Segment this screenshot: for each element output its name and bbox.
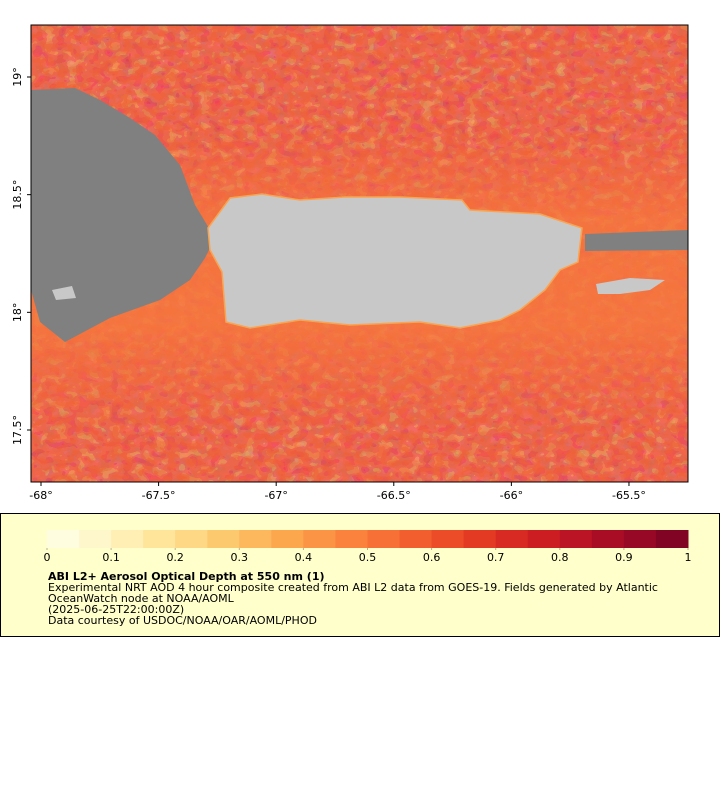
no-data-area	[31, 88, 215, 342]
y-tick-label: 17.5°	[11, 415, 24, 445]
colorbar-step	[335, 530, 368, 548]
colorbar-step	[527, 530, 561, 548]
legend-description: OceanWatch node at NOAA/AOML	[48, 592, 235, 605]
y-tick-label: 18°	[11, 303, 24, 323]
colorbar-step	[399, 530, 433, 548]
colorbar-tick-label: 0.6	[423, 551, 441, 564]
y-tick-label: 19°	[11, 67, 24, 87]
colorbar-tick-label: 0	[44, 551, 51, 564]
colorbar-tick-label: 0.1	[102, 551, 120, 564]
colorbar-tick-label: 0.2	[166, 551, 184, 564]
colorbar-step	[47, 530, 80, 548]
x-tick-label: -66.5°	[377, 489, 411, 502]
colorbar-step	[623, 530, 657, 548]
x-tick-label: -65.5°	[612, 489, 646, 502]
legend-description: Experimental NRT AOD 4 hour composite cr…	[48, 581, 658, 594]
colorbar-step	[271, 530, 304, 548]
colorbar-tick-label: 0.3	[231, 551, 249, 564]
colorbar-step	[655, 530, 689, 548]
map-field	[31, 25, 688, 482]
axes: -68° -67.5° -67° -66.5° -66° -65.5° 19° 18.5° 18…	[11, 67, 646, 502]
colorbar-step	[239, 530, 272, 548]
map-frame	[30, 24, 689, 483]
y-tick-label: 18.5°	[11, 180, 24, 210]
land-vieques	[596, 278, 665, 294]
x-tick-label: -68°	[29, 489, 52, 502]
colorbar-step	[111, 530, 144, 548]
land-puerto-rico	[207, 193, 583, 329]
colorbar: 0 0.1 0.2 0.3 0.4 0.5 0.6 0.7 0.8 0.9 1	[44, 530, 692, 564]
colorbar-step	[303, 530, 336, 548]
land-mona	[52, 286, 76, 300]
x-tick-label: -66°	[500, 489, 523, 502]
colorbar-step	[79, 530, 112, 548]
colorbar-step	[431, 530, 465, 548]
legend-description: (2025-06-25T22:00:00Z)	[48, 603, 184, 616]
colorbar-step	[559, 530, 593, 548]
colorbar-step	[495, 530, 529, 548]
colorbar-tick-label: 0.7	[487, 551, 505, 564]
colorbar-tick-label: 0.4	[295, 551, 313, 564]
x-tick-label: -67°	[264, 489, 287, 502]
colorbar-tick-label: 1	[685, 551, 692, 564]
legend-description: Data courtesy of USDOC/NOAA/OAR/AOML/PHO…	[48, 614, 317, 627]
legend-title: ABI L2+ Aerosol Optical Depth at 550 nm …	[48, 570, 325, 583]
colorbar-step	[591, 530, 625, 548]
colorbar-tick-label: 0.9	[615, 551, 633, 564]
colorbar-step	[367, 530, 401, 548]
colorbar-step	[143, 530, 176, 548]
colorbar-step	[207, 530, 240, 548]
x-tick-label: -67.5°	[142, 489, 176, 502]
colorbar-step	[175, 530, 208, 548]
colorbar-tick-label: 0.5	[359, 551, 377, 564]
colorbar-step	[463, 530, 497, 548]
colorbar-tick-label: 0.8	[551, 551, 569, 564]
no-data-area	[585, 230, 688, 251]
